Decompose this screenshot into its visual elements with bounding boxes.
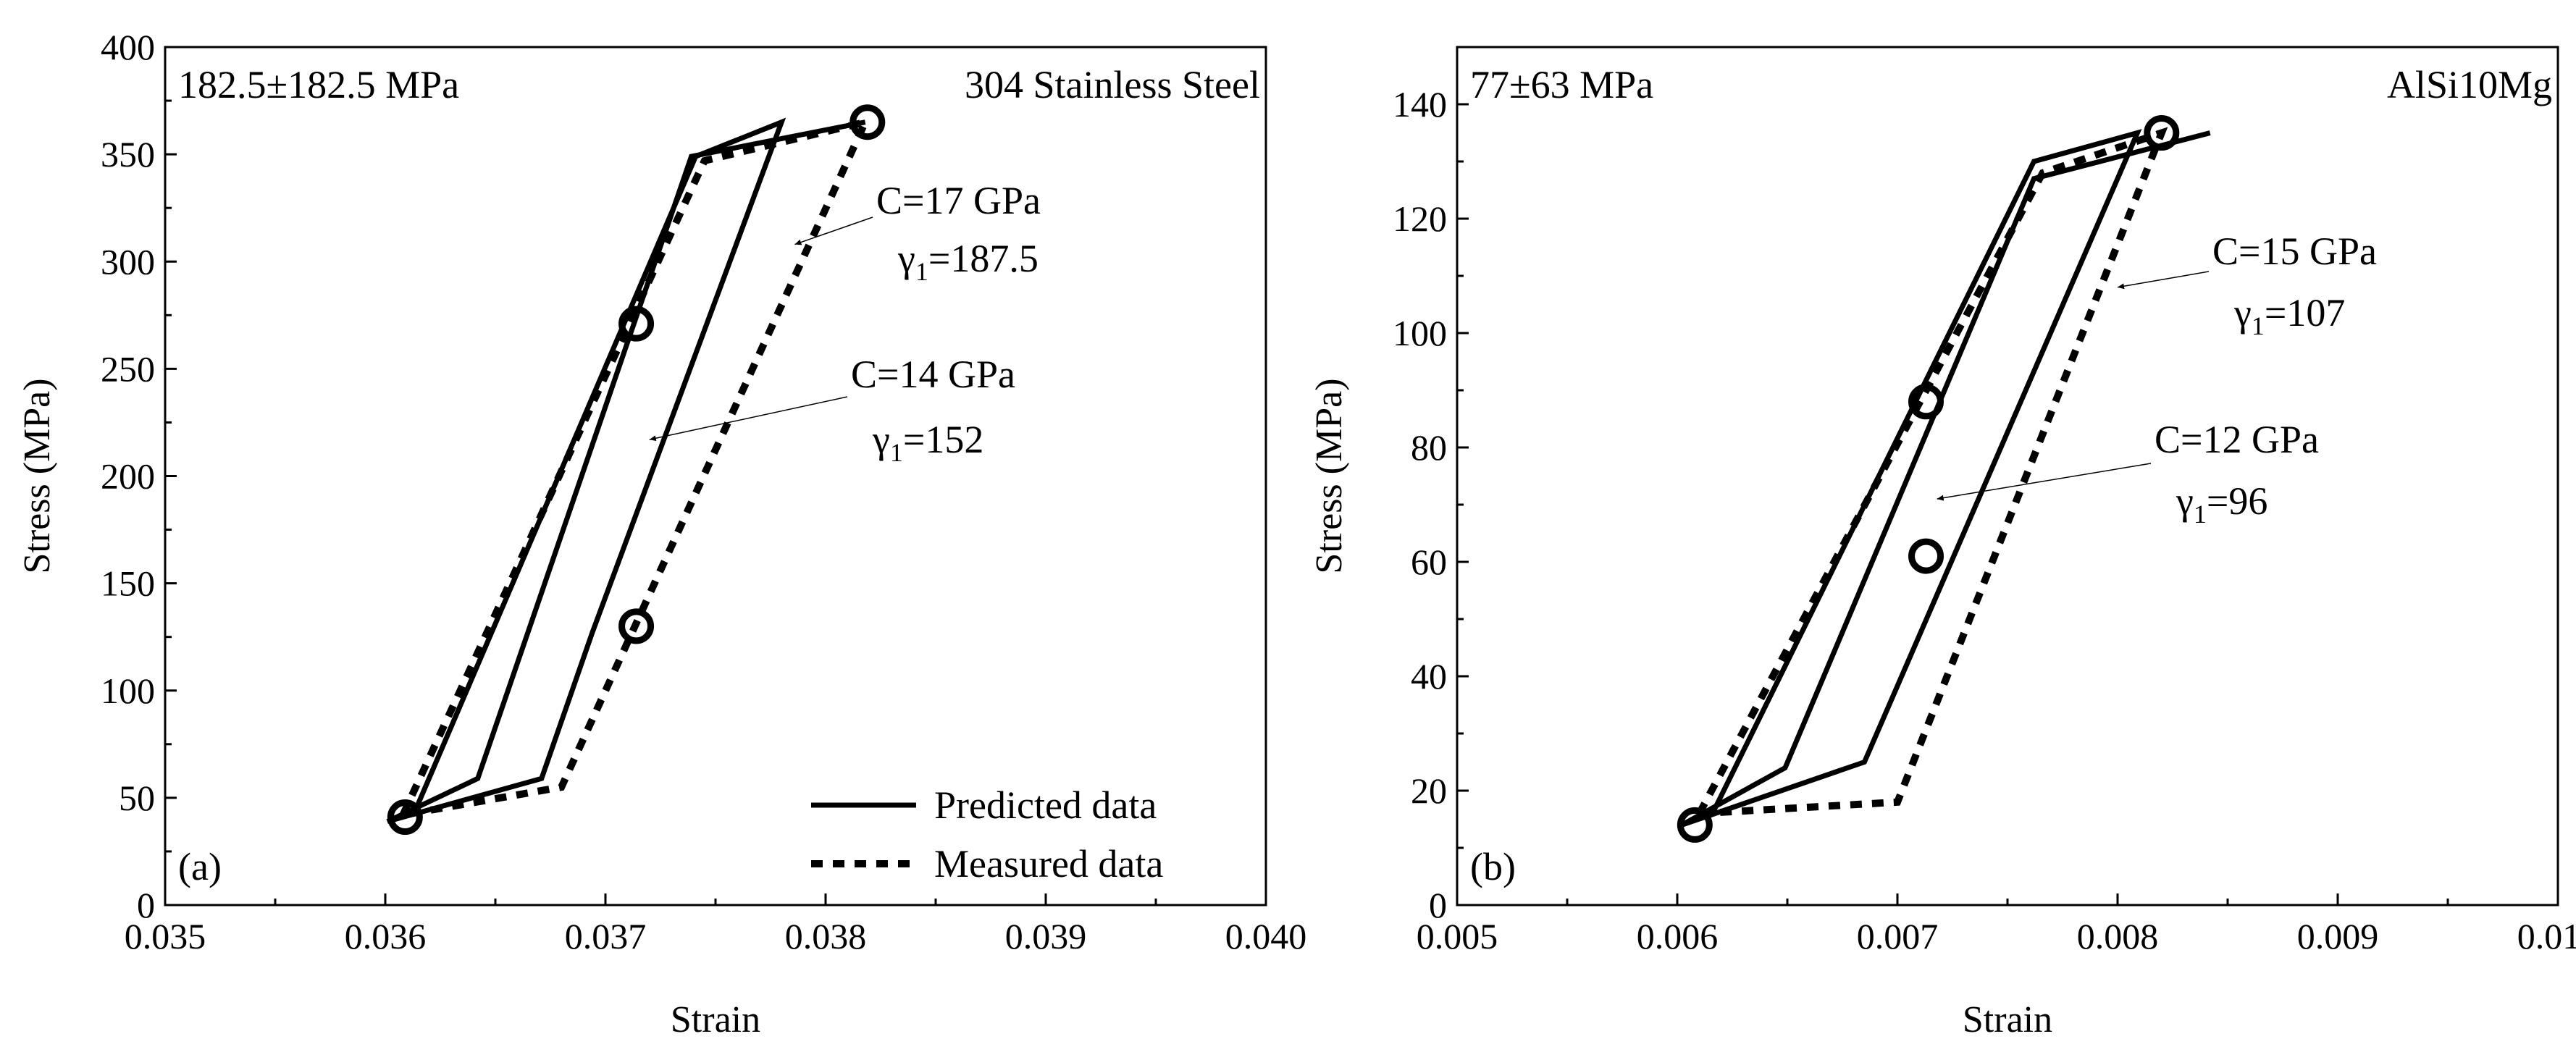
panel-label: (b) (1470, 845, 1516, 888)
material-label: AlSi10Mg (2387, 63, 2552, 106)
measured-series-line (399, 117, 872, 819)
x-tick-label: 0.039 (1005, 916, 1087, 956)
panel-b: 0.005 0.006 0.007 0.008 0.009 0.010 0 20 40 60 80 1… (1309, 46, 2576, 1040)
x-axis-title: Strain (671, 999, 760, 1040)
legend-entry-label: Measured data (934, 842, 1163, 886)
y-tick-label: 250 (101, 348, 155, 389)
y-tick-label: 100 (101, 670, 155, 711)
legend: Predicted data Measured data (811, 783, 1163, 886)
x-tick-label: 0.038 (785, 916, 867, 956)
annotation-c-label: C=12 GPa (2155, 418, 2319, 461)
panel-label: (a) (178, 845, 222, 888)
x-tick-label: 0.007 (1857, 916, 1939, 956)
measured-marker (1908, 538, 1944, 574)
annotation-c-label: C=15 GPa (2212, 230, 2377, 273)
y-tick-label: 140 (1393, 84, 1447, 125)
y-tick-label: 20 (1411, 770, 1447, 811)
y-axis-title: Stress (MPa) (1309, 378, 1350, 573)
measured-marker (387, 799, 423, 836)
annotation-arrow (649, 396, 848, 442)
annotation-c-label: C=14 GPa (851, 353, 1015, 396)
y-tick-label: 80 (1411, 427, 1447, 468)
measured-marker (618, 306, 655, 342)
y-tick-label: 0 (1429, 885, 1447, 925)
x-tick-label: 0.005 (1417, 916, 1498, 956)
y-tick-label: 400 (101, 27, 155, 67)
annotation-gamma-label: γ1=152 (872, 418, 983, 467)
panel-a: 0.035 0.036 0.037 0.038 0.039 0.040 0 50 100 150 2… (17, 27, 1306, 1040)
plot-frame (164, 46, 1267, 907)
measured-marker (2144, 115, 2180, 151)
legend-entry-label: Predicted data (934, 783, 1157, 827)
annotation-arrow (794, 216, 873, 245)
annotation-arrow (1937, 463, 2152, 501)
measured-marker (618, 608, 655, 644)
y-tick-label: 40 (1411, 656, 1447, 697)
stress-range-label: 77±63 MPa (1470, 63, 1653, 106)
predicted-series-line (386, 117, 866, 824)
x-tick-label: 0.035 (125, 916, 206, 956)
stress-range-label: 182.5±182.5 MPa (178, 63, 459, 106)
y-tick-label: 350 (101, 134, 155, 174)
x-tick-label: 0.006 (1637, 916, 1719, 956)
y-axis-title: Stress (MPa) (17, 378, 58, 573)
y-tick-label: 60 (1411, 542, 1447, 582)
y-tick-label: 100 (1393, 313, 1447, 353)
measured-marker (1908, 384, 1944, 420)
y-tick-label: 300 (101, 241, 155, 282)
x-tick-label: 0.037 (565, 916, 647, 956)
x-tick-label: 0.008 (2077, 916, 2159, 956)
y-tick-label: 120 (1393, 198, 1447, 239)
annotation-gamma-label: γ1=107 (2233, 291, 2345, 340)
y-tick-label: 50 (119, 778, 155, 818)
material-label: 304 Stainless Steel (965, 63, 1260, 106)
y-tick-label: 200 (101, 456, 155, 497)
x-tick-label: 0.010 (2517, 916, 2576, 956)
annotation-c-label: C=17 GPa (876, 179, 1041, 222)
x-tick-label: 0.040 (1225, 916, 1307, 956)
plot-frame (1456, 46, 2559, 907)
annotation-gamma-label: γ1=187.5 (897, 237, 1039, 286)
measured-marker (849, 104, 886, 140)
x-tick-label: 0.009 (2297, 916, 2379, 956)
x-tick-label: 0.036 (345, 916, 427, 956)
y-tick-label: 0 (137, 885, 155, 925)
x-axis-title: Strain (1963, 999, 2052, 1040)
annotation-arrow (2117, 271, 2210, 290)
predicted-series-line (1680, 129, 2211, 828)
y-tick-label: 150 (101, 563, 155, 604)
measured-marker (1677, 807, 1713, 843)
annotation-gamma-label: γ1=96 (2176, 479, 2267, 529)
